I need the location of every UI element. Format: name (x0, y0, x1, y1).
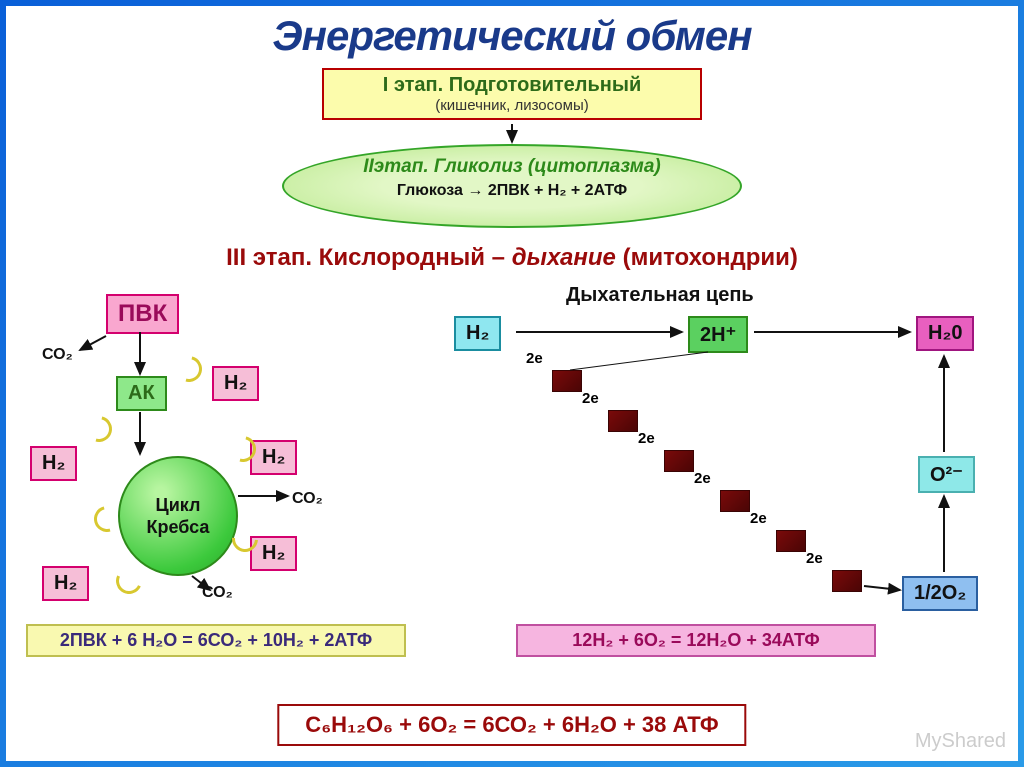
eq-pink: 12Н₂ + 6О₂ = 12Н₂О + 34АТФ (516, 624, 876, 657)
co2-3: СО₂ (202, 584, 233, 602)
co2-2: СО₂ (292, 490, 323, 508)
krebs-l1: Цикл (156, 495, 201, 515)
curl-1 (171, 351, 207, 387)
ak-box: АК (116, 376, 167, 411)
h2-box-1: Н₂ (212, 366, 259, 401)
curl-2 (81, 411, 117, 447)
chain-h2: Н₂ (454, 316, 501, 351)
eq-final: С₆Н₁₂О₆ + 6О₂ = 6СО₂ + 6Н₂О + 38 АТФ (277, 704, 746, 746)
eq-yellow: 2ПВК + 6 Н₂О = 6СО₂ + 10Н₂ + 2АТФ (26, 624, 406, 657)
redcube-6 (832, 570, 862, 592)
redcube-1 (552, 370, 582, 392)
pvk-box: ПВК (106, 294, 179, 334)
co2-1: СО₂ (42, 346, 73, 364)
krebs-circle: Цикл Кребса (118, 456, 238, 576)
redcube-5 (776, 530, 806, 552)
stage2-oval: IIэтап. Гликолиз (цитоплазма) Глюкоза → … (282, 144, 742, 228)
chain-title: Дыхательная цепь (566, 284, 754, 307)
stage1-box: I этап. Подготовительный (кишечник, лизо… (322, 68, 702, 120)
stage1-main: I этап. Подготовительный (354, 74, 670, 97)
slide-canvas: Энергетический обмен I этап. Подготовите… (6, 6, 1018, 761)
redcube-2 (608, 410, 638, 432)
h2-box-2: Н₂ (250, 440, 297, 475)
stage3-head: III этап. Кислородный – дыхание (митохон… (6, 244, 1018, 272)
e2-3: 2е (638, 430, 655, 447)
chain-o2m: О²⁻ (918, 456, 975, 493)
stage2-eq: Глюкоза → 2ПВК + Н₂ + 2АТФ (284, 182, 740, 200)
curl-6 (112, 564, 145, 597)
chain-h2o: Н₂0 (916, 316, 974, 351)
main-title: Энергетический обмен (6, 6, 1018, 60)
e2-5: 2е (750, 510, 767, 527)
redcube-4 (720, 490, 750, 512)
stage3-text: III этап. Кислородный – дыхание (митохон… (226, 244, 798, 271)
e2-2: 2е (582, 390, 599, 407)
stage1-sub: (кишечник, лизосомы) (354, 97, 670, 114)
chain-2h: 2Н⁺ (688, 316, 748, 353)
stage2-main: IIэтап. Гликолиз (цитоплазма) (284, 156, 740, 178)
watermark: MyShared (915, 730, 1006, 753)
h2-box-5: Н₂ (30, 446, 77, 481)
redcube-3 (664, 450, 694, 472)
e2-6: 2е (806, 550, 823, 567)
krebs-l2: Кребса (147, 517, 210, 537)
e2-1: 2е (526, 350, 543, 367)
h2-box-4: Н₂ (42, 566, 89, 601)
e2-4: 2е (694, 470, 711, 487)
chain-halfO2: 1/2О₂ (902, 576, 978, 611)
